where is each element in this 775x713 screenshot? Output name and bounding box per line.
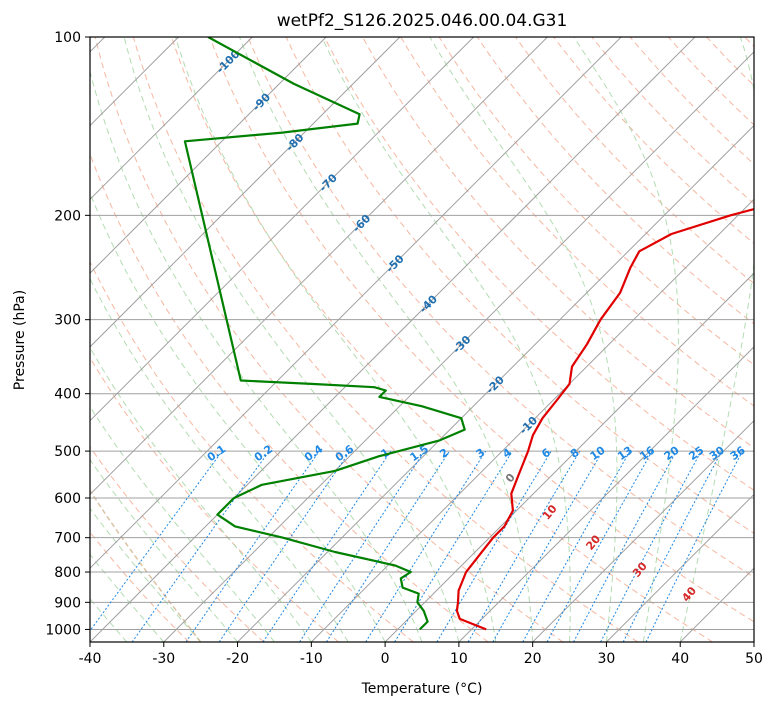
x-tick-label: 30 xyxy=(598,651,616,667)
x-tick-label: -10 xyxy=(300,651,323,667)
y-tick-label: 900 xyxy=(54,595,81,611)
x-tick-label: 10 xyxy=(450,651,468,667)
y-tick-label: 600 xyxy=(54,491,81,507)
y-tick-label: 100 xyxy=(54,30,81,46)
x-tick-label: -20 xyxy=(226,651,249,667)
chart-title: wetPf2_S126.2025.046.00.04.G31 xyxy=(277,11,568,31)
x-tick-label: 20 xyxy=(524,651,542,667)
y-tick-label: 800 xyxy=(54,565,81,581)
x-tick-label: -40 xyxy=(79,651,102,667)
y-tick-label: 500 xyxy=(54,444,81,460)
y-tick-label: 400 xyxy=(54,387,81,403)
x-tick-label: 50 xyxy=(745,651,763,667)
x-tick-label: 40 xyxy=(671,651,689,667)
x-axis-label: Temperature (°C) xyxy=(361,681,483,697)
y-tick-label: 300 xyxy=(54,313,81,329)
y-axis-label: Pressure (hPa) xyxy=(12,290,28,390)
y-tick-label: 200 xyxy=(54,208,81,224)
y-tick-label: 1000 xyxy=(45,622,81,638)
y-tick-label: 700 xyxy=(54,531,81,547)
x-tick-label: -30 xyxy=(152,651,175,667)
x-tick-label: 0 xyxy=(381,651,390,667)
